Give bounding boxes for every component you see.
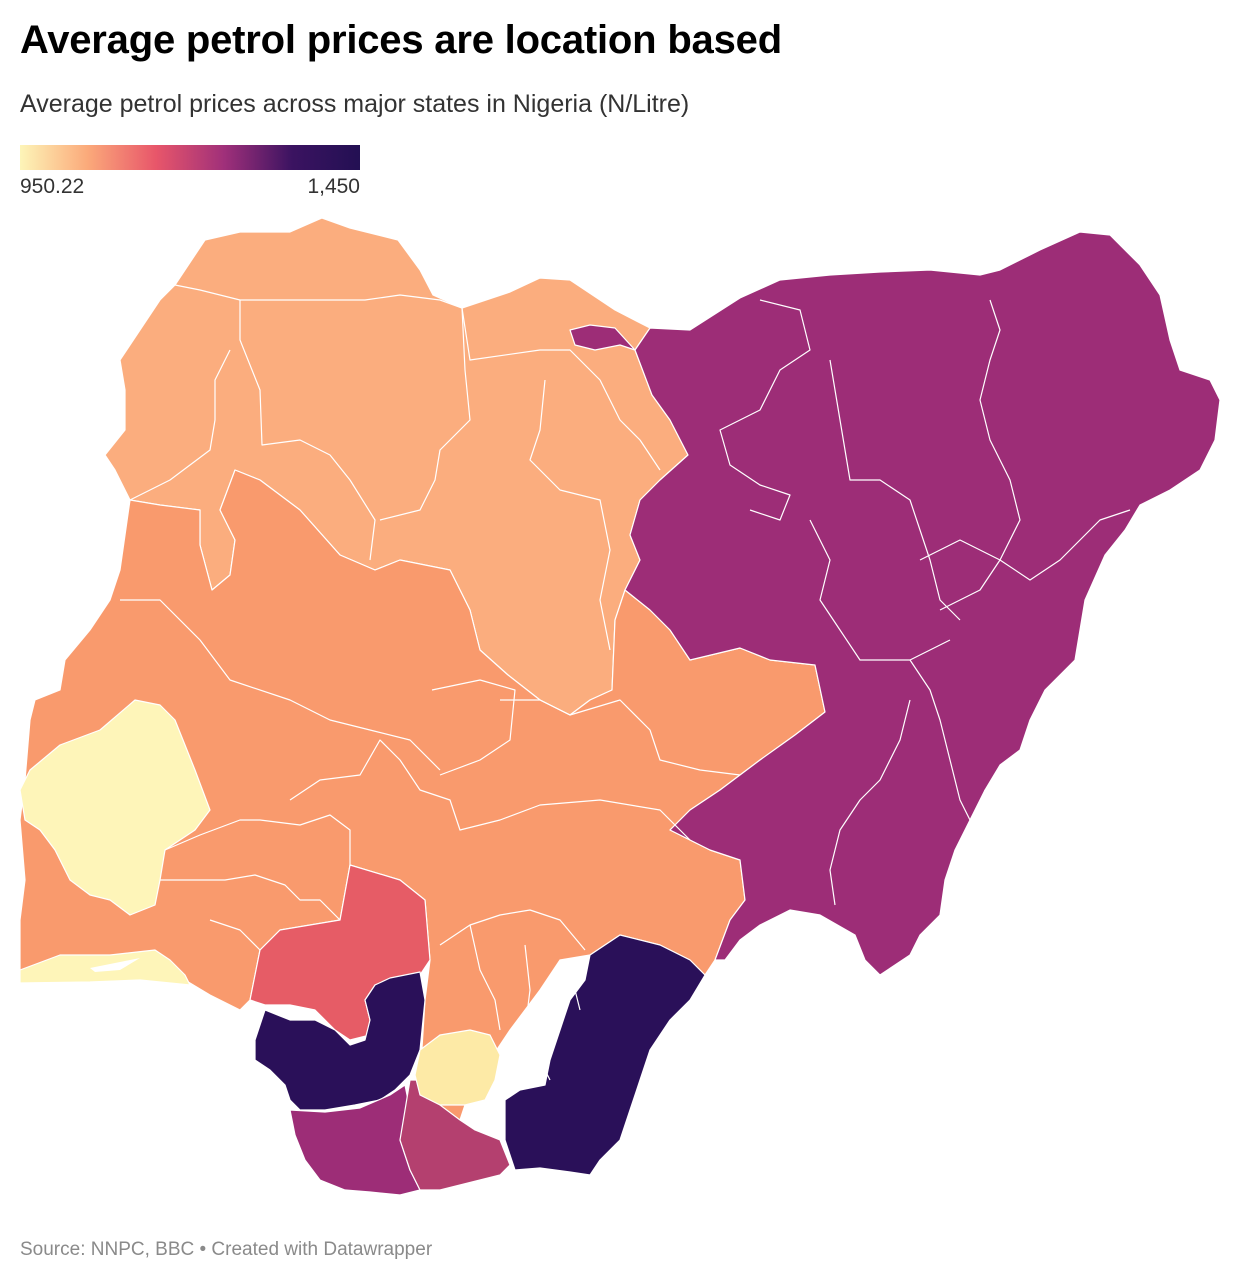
legend-gradient-bar: [20, 145, 360, 170]
chart-subtitle: Average petrol prices across major state…: [20, 90, 690, 118]
chart-title: Average petrol prices are location based: [20, 18, 782, 62]
source-note: Source: NNPC, BBC • Created with Datawra…: [20, 1239, 433, 1260]
region-north-east[interactable]: [624, 231, 1221, 976]
legend-min-label: 950.22: [20, 175, 85, 198]
region-rivers[interactable]: [399, 1079, 511, 1191]
region-jigawa-west[interactable]: [569, 324, 636, 351]
region-south-east[interactable]: [504, 934, 706, 1176]
legend-max-label: 1,450: [307, 175, 360, 198]
color-legend: 950.22 1,450: [20, 145, 360, 198]
region-lowest-west[interactable]: [19, 699, 211, 916]
region-imo[interactable]: [414, 1029, 501, 1106]
region-mid-south-west[interactable]: [249, 864, 431, 1041]
lagos-lagoon: [90, 958, 140, 972]
